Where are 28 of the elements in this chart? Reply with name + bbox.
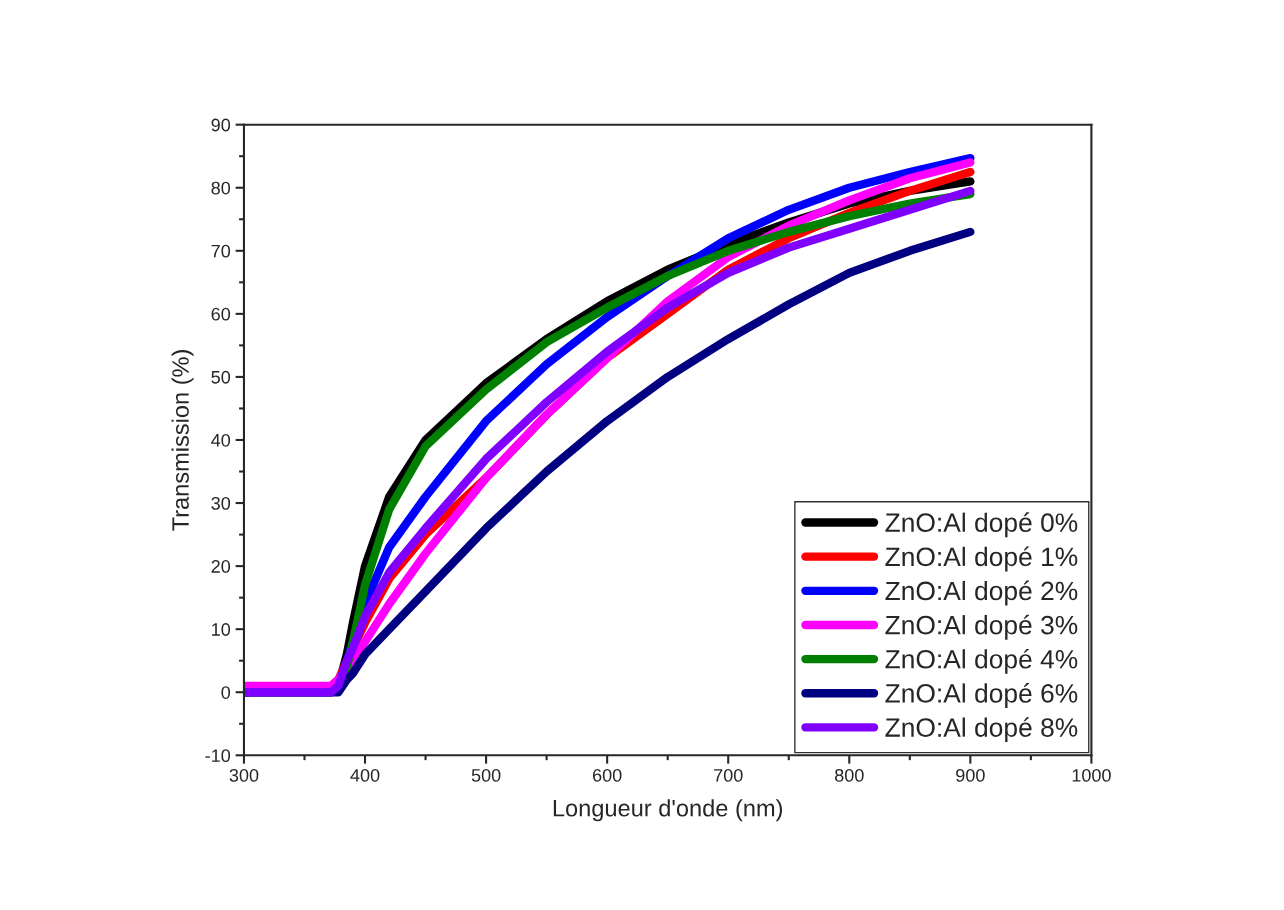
y-tick-label: 70 — [211, 244, 231, 258]
legend-label: ZnO:Al dopé 8% — [885, 717, 1078, 743]
x-tick-label: 900 — [956, 768, 985, 782]
y-tick-label: 90 — [211, 118, 231, 132]
x-tick-label: 300 — [229, 768, 259, 782]
legend-label: ZnO:Al dopé 3% — [885, 614, 1078, 640]
y-axis-title: Transmission (%) — [171, 350, 194, 531]
x-tick-label: 700 — [714, 768, 743, 782]
x-tick-label: 1000 — [1072, 768, 1111, 782]
y-tick-label: 30 — [211, 496, 231, 510]
legend-label: ZnO:Al dopé 0% — [885, 512, 1078, 538]
y-tick-label: 10 — [212, 623, 231, 636]
y-tick-label: 60 — [211, 307, 231, 321]
x-tick-label: 400 — [350, 768, 380, 782]
legend-label: ZnO:Al dopé 6% — [885, 683, 1078, 708]
y-tick-label: -10 — [205, 749, 231, 763]
legend-label: ZnO:Al dopé 2% — [885, 580, 1078, 606]
x-axis-title: Longueur d'onde (nm) — [553, 799, 783, 822]
y-tick-label: 50 — [211, 370, 231, 384]
x-tick-label: 800 — [835, 768, 864, 782]
legend-label: ZnO:Al dopé 1% — [885, 546, 1078, 572]
x-tick-label: 500 — [471, 768, 501, 782]
x-tick-label: 600 — [593, 768, 622, 782]
y-tick-label: 0 — [221, 686, 231, 699]
legend-label: ZnO:Al dopé 4% — [885, 648, 1078, 674]
y-tick-label: 40 — [211, 433, 231, 447]
y-tick-label: 20 — [211, 560, 231, 573]
y-tick-label: 80 — [211, 181, 231, 195]
